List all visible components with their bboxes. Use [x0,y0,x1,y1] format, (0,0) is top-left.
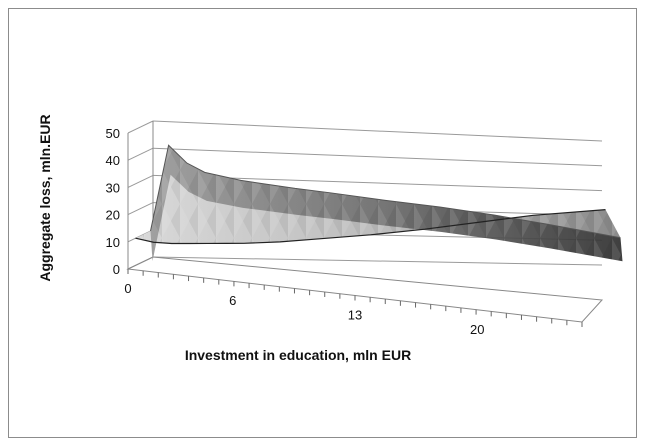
y-tick-label: 30 [106,180,120,195]
series-line-lower [135,209,606,245]
surface-upper-facets [150,145,623,262]
x-tick-label: 13 [348,308,362,323]
y-axis-title: Aggregate loss, mln.EUR [37,114,53,281]
x-tick-label: 20 [470,322,484,337]
series-line-upper [150,144,621,239]
side-gridline-20 [127,202,154,216]
gridline-50 [152,120,603,142]
floor-plane [126,256,604,323]
side-gridline-40 [127,147,154,161]
surface [135,144,623,262]
x-tick-label: 0 [124,281,131,296]
x-tick-label: 6 [229,293,236,308]
labels: 0 10 20 30 40 50 0 6 13 20 Investment in education… [37,114,484,363]
y-tick-label: 40 [106,153,120,168]
side-gridline-50 [127,120,154,134]
y-tick-label: 0 [113,262,120,277]
y-tick-label: 10 [106,235,120,250]
gridline-40 [152,147,603,167]
y-tick-label: 50 [106,126,120,141]
gridline-0 [152,256,603,266]
side-gridline-30 [127,174,154,188]
x-axis-title: Investment in education, mln EUR [185,347,411,363]
y-tick-label: 20 [106,208,120,223]
